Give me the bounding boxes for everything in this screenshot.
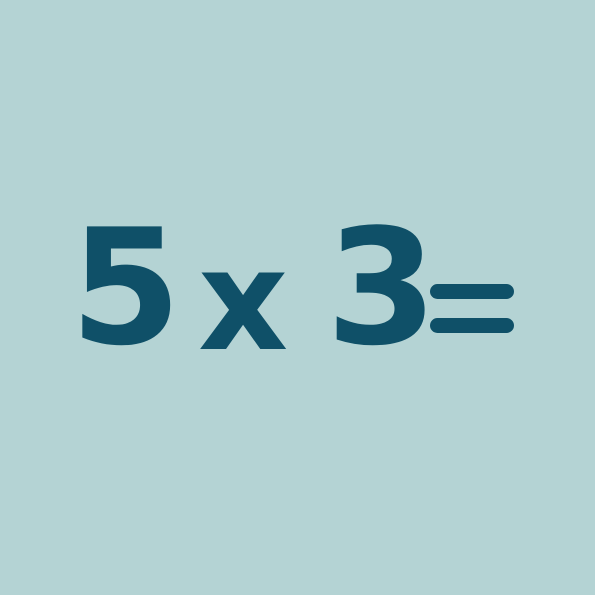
equals-sign: [430, 284, 514, 334]
operand-b: 3: [326, 194, 438, 381]
equals-bar-top: [430, 284, 514, 299]
operand-a: 5: [70, 194, 182, 381]
equals-bar-bottom: [430, 318, 514, 333]
multiply-operator: x: [198, 220, 289, 383]
